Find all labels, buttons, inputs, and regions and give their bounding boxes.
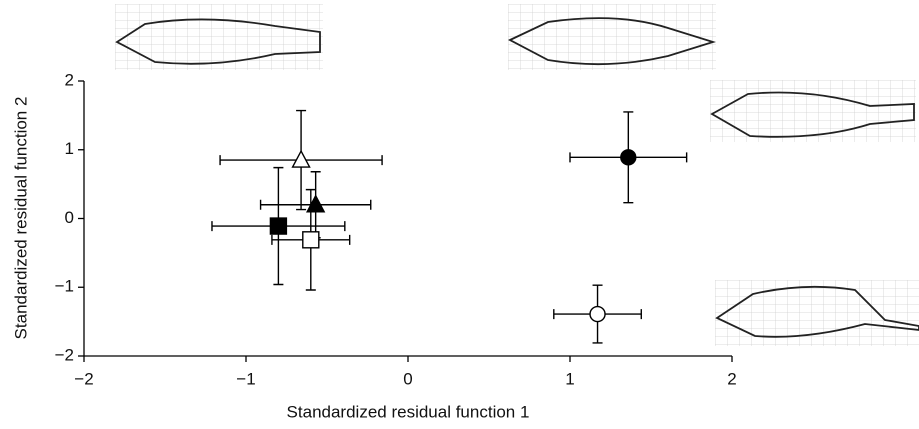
y-axis-label: Standardized residual function 2: [11, 97, 30, 340]
point: [589, 305, 606, 323]
point: [291, 149, 311, 168]
shape-thumbnail: [710, 80, 916, 142]
x-tick-label: 1: [565, 369, 574, 388]
point: [620, 149, 637, 166]
shape-thumbnail: [507, 4, 717, 70]
y-tick-label: 0: [65, 208, 74, 227]
x-axis-label: Standardized residual function 1: [287, 402, 530, 421]
x-tick-label: 0: [403, 369, 412, 388]
x-tick-label: −1: [236, 369, 255, 388]
x-tick-label: 2: [727, 369, 736, 388]
shape-thumbnail: [115, 4, 323, 70]
point: [305, 194, 326, 213]
shape-thumbnails: [115, 4, 919, 346]
y-tick-label: −1: [55, 277, 74, 296]
point: [302, 231, 320, 249]
y-tick-label: 1: [65, 139, 74, 158]
y-tick-label: 2: [65, 70, 74, 89]
shape-thumbnail: [715, 280, 919, 346]
x-tick-label: −2: [74, 369, 93, 388]
point: [269, 217, 288, 235]
y-tick-label: −2: [55, 345, 74, 364]
